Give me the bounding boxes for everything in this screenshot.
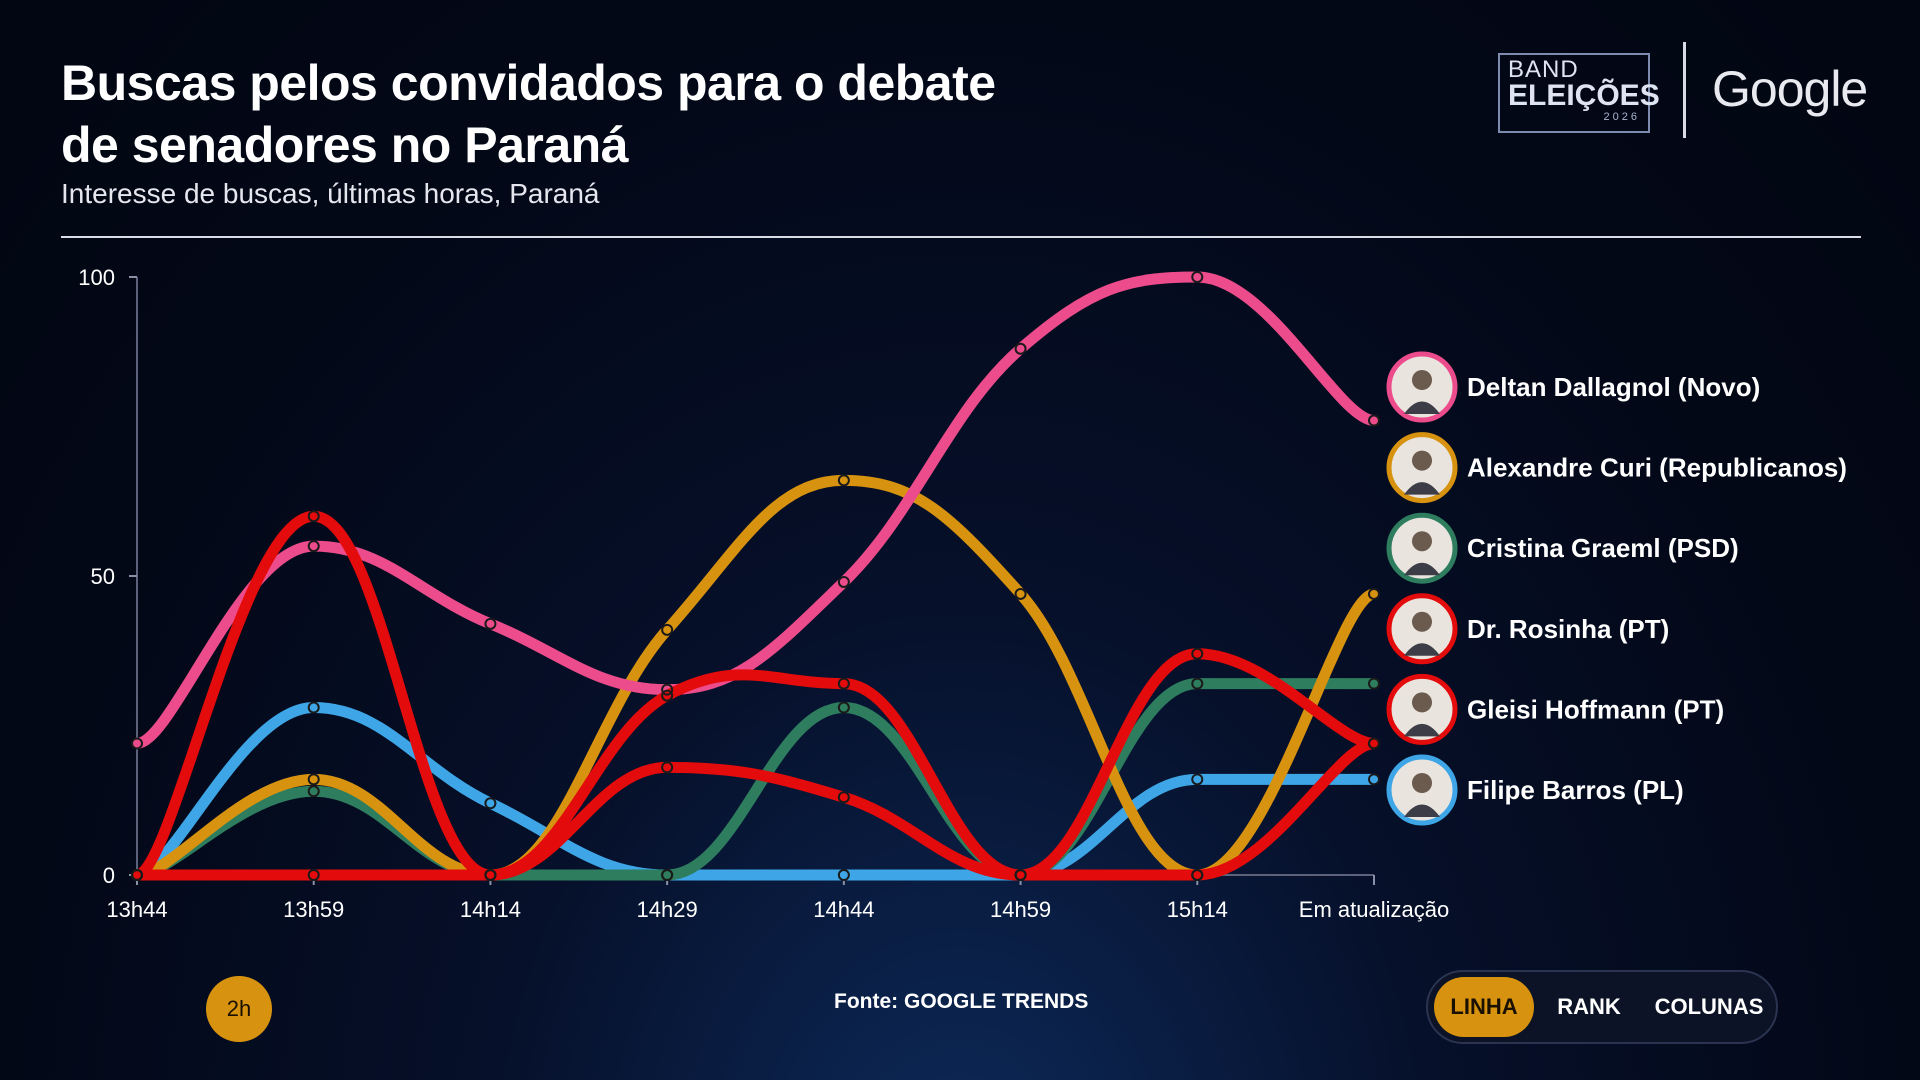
data-point — [307, 701, 320, 714]
data-point — [1191, 271, 1204, 283]
series-line — [131, 737, 1380, 881]
legend-label: Dr. Rosinha (PT) — [1467, 614, 1669, 644]
avatar-body-icon — [1404, 401, 1440, 414]
data-point — [307, 510, 320, 523]
data-point — [1191, 869, 1204, 881]
x-tick-label: 13h59 — [283, 897, 344, 922]
avatar-body-icon — [1404, 723, 1440, 737]
chart-series-lines — [131, 271, 1380, 881]
legend-item: Alexandre Curi (Republicanos) — [1386, 432, 1847, 504]
chart-subtitle: Interesse de buscas, últimas horas, Para… — [61, 178, 600, 209]
data-point — [837, 677, 850, 690]
chart-title: Buscas pelos convidados para o debate de… — [61, 52, 1161, 176]
data-point — [1368, 677, 1380, 690]
data-point — [484, 869, 497, 881]
legend-label: Deltan Dallagnol (Novo) — [1467, 372, 1760, 402]
chart-series-points — [131, 271, 1380, 881]
avatar-head-icon — [1412, 370, 1432, 390]
data-point — [1191, 647, 1204, 660]
data-point — [837, 869, 850, 881]
data-point — [1368, 414, 1380, 427]
data-point — [661, 623, 674, 636]
data-point — [131, 737, 143, 750]
legend-item: Filipe Barros (PL) — [1386, 754, 1684, 826]
x-tick-label: 14h59 — [990, 897, 1051, 922]
data-point — [837, 791, 850, 804]
legend-item: Dr. Rosinha (PT) — [1386, 593, 1669, 665]
y-tick-label: 0 — [103, 863, 115, 888]
view-linha-button[interactable]: LINHA — [1434, 977, 1534, 1037]
x-tick-label: 14h14 — [460, 897, 521, 922]
data-point — [661, 689, 674, 702]
band-eleicoes-logo: BAND ELEIÇÕES 2026 — [1498, 53, 1660, 133]
data-point — [1191, 773, 1204, 786]
avatar-body-icon — [1404, 804, 1440, 817]
data-point — [484, 797, 497, 810]
data-point — [1368, 587, 1380, 600]
legend-label: Filipe Barros (PL) — [1467, 775, 1684, 805]
data-point — [661, 683, 674, 696]
title-line-1: Buscas pelos convidados para o debate — [61, 55, 996, 111]
data-point — [307, 773, 320, 786]
view-rank-button[interactable]: RANK — [1557, 994, 1621, 1019]
data-point — [307, 785, 320, 798]
header-divider — [61, 236, 1861, 238]
data-point — [131, 869, 143, 881]
avatar-body-icon — [1404, 643, 1440, 656]
series-line — [131, 702, 1380, 881]
chart-axes: 0 50 100 13h44 13h59 14h14 14h29 14h44 14h59 15h1… — [78, 265, 1449, 922]
avatar-head-icon — [1412, 773, 1432, 793]
data-point — [1014, 342, 1027, 355]
avatar-body-icon — [1404, 482, 1440, 495]
title-line-2: de senadores no Paraná — [61, 117, 629, 173]
x-tick-label: 13h44 — [106, 897, 167, 922]
data-point — [1368, 773, 1380, 786]
series-line — [131, 510, 1380, 881]
avatar-head-icon — [1412, 611, 1432, 632]
legend-label: Gleisi Hoffmann (PT) — [1467, 694, 1724, 724]
source-note: Fonte: GOOGLE TRENDS — [834, 990, 1089, 1013]
legend-item: Cristina Graeml (PSD) — [1386, 512, 1739, 584]
series-line — [131, 271, 1380, 749]
data-point — [661, 761, 674, 774]
y-tick-label: 50 — [91, 564, 115, 589]
data-point — [837, 474, 850, 487]
legend-label: Cristina Graeml (PSD) — [1467, 533, 1739, 563]
avatar-head-icon — [1412, 692, 1432, 713]
data-point — [1014, 587, 1027, 600]
data-point — [837, 701, 850, 714]
data-point — [661, 869, 674, 881]
band-logo-line-2: ELEIÇÕES — [1508, 79, 1660, 112]
view-colunas-button[interactable]: COLUNAS — [1654, 994, 1764, 1019]
avatar-head-icon — [1412, 450, 1432, 471]
legend-item: Gleisi Hoffmann (PT) — [1386, 673, 1724, 745]
x-tick-label: 14h29 — [637, 897, 698, 922]
logo-separator — [1683, 42, 1686, 138]
time-range-button[interactable]: 2h — [206, 976, 272, 1042]
x-tick-label: Em atualização — [1299, 897, 1449, 922]
legend-label: Alexandre Curi (Republicanos) — [1467, 453, 1847, 483]
google-logo: Google — [1712, 61, 1868, 117]
data-point — [1191, 677, 1204, 690]
series-line — [131, 678, 1380, 881]
view-toggle: LINHA RANK COLUNAS — [1426, 970, 1778, 1044]
data-point — [1368, 737, 1380, 750]
y-tick-label: 100 — [78, 265, 115, 290]
x-tick-label: 15h14 — [1167, 897, 1228, 922]
avatar-head-icon — [1412, 531, 1432, 552]
band-logo-line-1: BAND — [1508, 56, 1579, 83]
data-point — [484, 617, 497, 630]
avatar-body-icon — [1404, 562, 1440, 576]
data-point — [307, 869, 320, 881]
data-point — [1014, 869, 1027, 881]
band-logo-year: 2026 — [1603, 111, 1640, 123]
legend-item: Deltan Dallagnol (Novo) — [1386, 351, 1760, 423]
data-point — [837, 575, 850, 588]
data-point — [307, 540, 320, 553]
x-tick-label: 14h44 — [813, 897, 874, 922]
chart-legend: Deltan Dallagnol (Novo) Alexandre Curi (R… — [1386, 351, 1847, 826]
